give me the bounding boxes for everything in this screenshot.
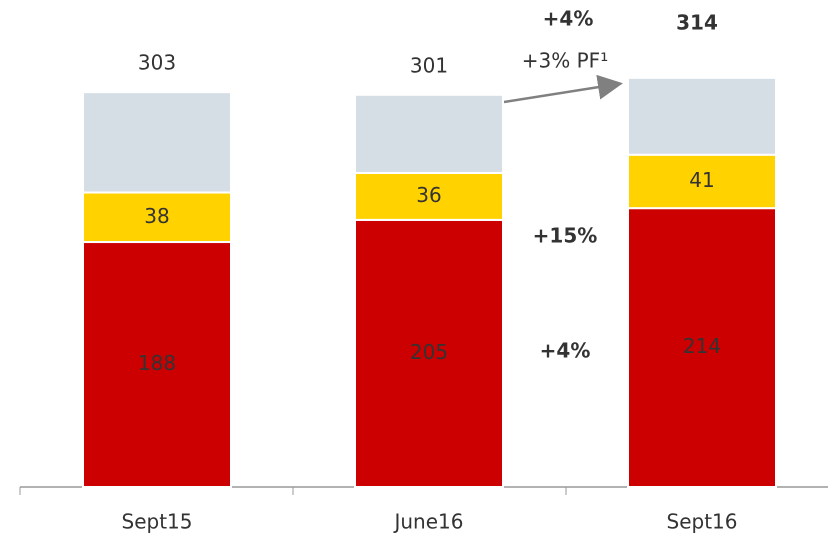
data-label: 36: [416, 183, 441, 207]
x-tick-label: June16: [392, 510, 463, 533]
bar-segment: [354, 218, 504, 488]
data-label: 41: [689, 168, 714, 192]
annotation: +15%: [533, 224, 598, 248]
bar-segment: [627, 76, 777, 156]
bar-segment: [627, 153, 777, 210]
bar-segment: [354, 93, 504, 174]
growth-arrow: [503, 74, 623, 104]
data-label: 205: [410, 340, 448, 364]
annotation: +4%: [540, 339, 591, 363]
bar-segment: [82, 91, 232, 194]
bar-segment: [354, 171, 504, 221]
bar-segment: [82, 241, 232, 488]
annotation: +3% PF¹: [522, 49, 608, 73]
data-label: 188: [138, 351, 176, 375]
bar-segment: [82, 191, 232, 244]
bar-segment: [627, 207, 777, 488]
x-tick-label: Sept16: [667, 510, 738, 533]
total-label: 314: [676, 11, 718, 35]
data-label: 214: [683, 334, 721, 358]
x-tick-label: Sept15: [122, 510, 193, 533]
annotation: +4%: [543, 7, 594, 31]
total-label: 303: [138, 51, 176, 75]
total-label: 301: [410, 53, 448, 77]
data-label: 38: [144, 204, 169, 228]
